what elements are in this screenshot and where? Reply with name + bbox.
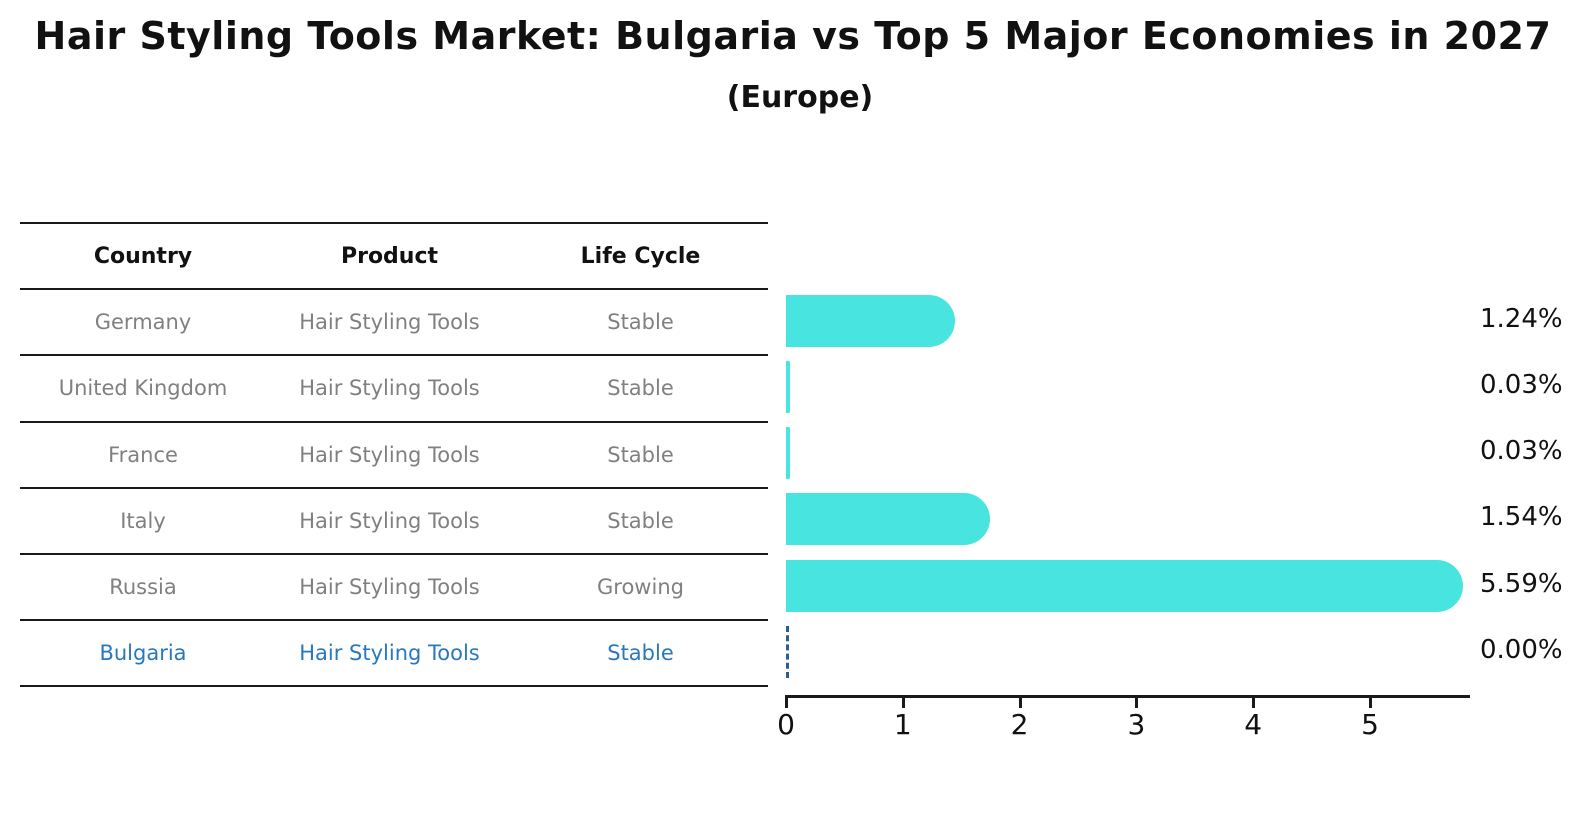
table-cell-life-cycle: Stable [607, 310, 674, 335]
x-axis-tick-label: 0 [777, 708, 795, 741]
table-cell-life-cycle: Growing [597, 575, 684, 600]
table-row: Bulgaria Hair Styling Tools Stable [20, 621, 768, 688]
table-cell-product: Hair Styling Tools [299, 442, 480, 467]
table-cell-country: United Kingdom [58, 376, 228, 401]
x-axis-tick [1018, 695, 1022, 708]
bar-value-label: 1.54% [1480, 502, 1563, 533]
table-row: France Hair Styling Tools Stable [20, 423, 768, 489]
chart-title: Hair Styling Tools Market: Bulgaria vs T… [34, 14, 1552, 58]
comparison-table: Country Product Life Cycle Germany Hair Styl… [20, 222, 768, 688]
table-cell-product: Hair Styling Tools [299, 641, 480, 666]
table-row: Italy Hair Styling Tools Stable [20, 489, 768, 555]
x-axis-tick [785, 695, 788, 708]
table-header-cell: Country [93, 243, 193, 269]
table-cell-product: Hair Styling Tools [299, 310, 480, 335]
table-cell-product: Hair Styling Tools [299, 376, 480, 401]
x-axis-tick-label: 5 [1361, 708, 1379, 741]
table-cell-life-cycle: Stable [607, 376, 674, 401]
table-cell-product: Hair Styling Tools [299, 575, 480, 600]
x-axis-tick [1369, 695, 1372, 708]
table-cell-country: Germany [94, 310, 192, 335]
x-axis-tick [901, 695, 905, 708]
x-axis-line [786, 695, 1470, 698]
table-header-cell: Product [340, 243, 439, 269]
bar [786, 295, 955, 347]
x-axis-tick-label: 2 [1010, 708, 1029, 741]
table-row: Germany Hair Styling Tools Stable [20, 290, 768, 357]
bar [786, 427, 790, 480]
bar-value-label: 0.03% [1480, 436, 1563, 467]
table-header-cell: Life Cycle [580, 243, 701, 269]
table-row: United Kingdom Hair Styling Tools Stable [20, 356, 768, 423]
table-cell-country: Bulgaria [99, 641, 187, 666]
table-cell-life-cycle: Stable [607, 641, 674, 666]
table-cell-country: Russia [109, 575, 177, 600]
bar [786, 361, 790, 414]
bar [786, 559, 1463, 612]
chart-subtitle: (Europe) [726, 80, 874, 115]
bar-value-label: 5.59% [1480, 568, 1563, 599]
bar [786, 493, 990, 546]
bar-value-label: 0.00% [1480, 634, 1563, 665]
x-axis-tick-label: 1 [893, 708, 912, 741]
x-axis-tick [1135, 695, 1139, 708]
bar-value-label: 1.24% [1480, 304, 1563, 334]
zero-value-marker [786, 625, 789, 678]
bar-value-label: 0.03% [1480, 370, 1563, 401]
table-header-row: Country Product Life Cycle [20, 224, 768, 291]
x-axis-tick-label: 3 [1127, 708, 1146, 741]
table-cell-country: France [108, 442, 178, 467]
x-axis-tick-label: 4 [1244, 708, 1263, 741]
table-cell-country: Italy [120, 508, 166, 533]
table-cell-life-cycle: Stable [607, 508, 674, 533]
table-row: Russia Hair Styling Tools Growing [20, 555, 768, 622]
table-cell-product: Hair Styling Tools [299, 508, 480, 533]
x-axis-tick [1252, 695, 1256, 708]
table-cell-life-cycle: Stable [607, 442, 674, 467]
